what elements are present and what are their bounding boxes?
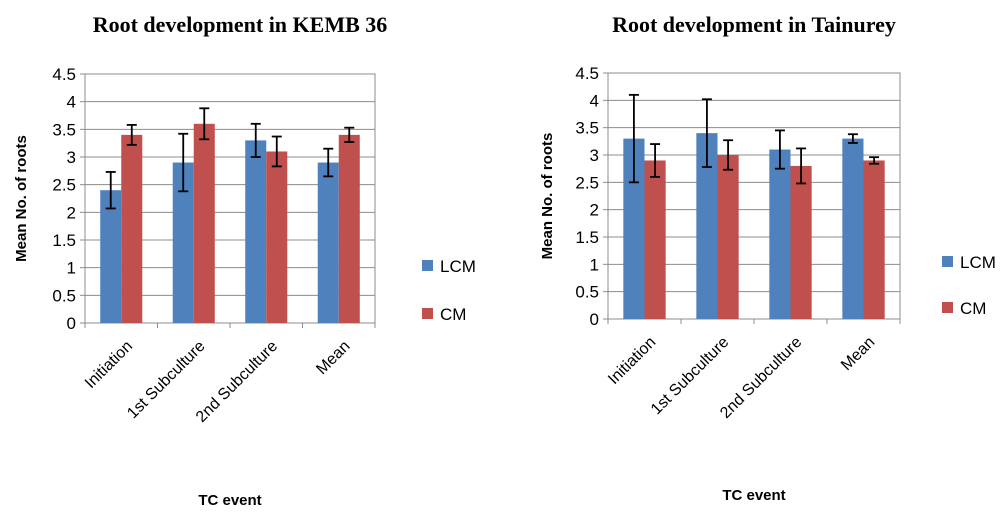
bar-cm-0	[121, 134, 143, 323]
y-tick-label: 3.5	[52, 120, 76, 139]
y-tick-label: 0.5	[52, 286, 76, 305]
y-tick-label: 1	[67, 259, 76, 278]
bar-lcm-0	[100, 190, 122, 323]
y-tick-label: 0.5	[575, 283, 599, 302]
legend-swatch-cm	[942, 302, 953, 313]
legend-label-cm: CM	[960, 299, 986, 318]
bar-lcm-2	[245, 140, 267, 323]
x-axis-title: TC event	[198, 492, 261, 509]
y-axis-title: Mean No. of roots	[13, 135, 30, 262]
bar-cm-1	[193, 123, 215, 323]
bar-cm-3	[863, 160, 885, 319]
y-tick-label: 2.5	[52, 176, 76, 195]
y-tick-label: 0	[67, 314, 76, 333]
x-category-label: Mean	[313, 338, 353, 378]
bar-cm-0	[644, 160, 666, 319]
chart-title: Root development in KEMB 36	[93, 12, 388, 37]
bar-lcm-3	[842, 138, 864, 319]
bar-cm-1	[717, 155, 739, 319]
x-category-label: Initiation	[605, 334, 659, 388]
y-tick-label: 2	[590, 201, 599, 220]
legend-swatch-lcm	[942, 256, 953, 267]
bar-lcm-1	[696, 133, 718, 319]
y-tick-label: 2.5	[575, 173, 599, 192]
bar-lcm-2	[769, 149, 791, 319]
y-tick-label: 4.5	[575, 64, 599, 83]
y-tick-label: 4	[67, 93, 76, 112]
y-tick-label: 1.5	[52, 231, 76, 250]
bar-lcm-1	[172, 162, 194, 323]
bar-lcm-3	[317, 162, 339, 323]
bar-cm-2	[790, 165, 812, 319]
y-tick-label: 4	[590, 91, 599, 110]
chart-panel-kemb36: Root development in KEMB 36 0 0.5 1 1.5 2 2.5 3…	[13, 12, 476, 509]
y-axis-title: Mean No. of roots	[539, 133, 556, 260]
y-tick-label: 3	[67, 148, 76, 167]
legend-swatch-cm	[422, 308, 433, 319]
y-tick-label: 1	[590, 255, 599, 274]
y-tick-label: 3	[590, 146, 599, 165]
x-category-label: Mean	[838, 334, 878, 374]
chart-kemb36: Root development in KEMB 36 0 0.5 1 1.5 2 2.5 3…	[13, 12, 476, 509]
legend-label-lcm: LCM	[440, 257, 476, 276]
bar-cm-2	[266, 151, 288, 323]
chart-title: Root development in Tainurey	[612, 12, 896, 37]
x-category-label: 1st Subculture	[648, 334, 732, 418]
x-category-label: Initiation	[82, 338, 136, 392]
y-tick-label: 4.5	[52, 65, 76, 84]
legend-swatch-lcm	[422, 260, 433, 271]
x-axis-title: TC event	[722, 487, 785, 504]
y-tick-label: 1.5	[575, 228, 599, 247]
y-tick-label: 0	[590, 310, 599, 329]
chart-tainurey: Root development in Tainurey 0 0.5 1 1.5 2 2.5…	[539, 12, 996, 504]
legend-label-lcm: LCM	[960, 253, 996, 272]
legend-label-cm: CM	[440, 305, 466, 324]
chart-panel-tainurey: Root development in Tainurey 0 0.5 1 1.5 2 2.5…	[504, 0, 1008, 514]
y-tick-label: 2	[67, 203, 76, 222]
y-tick-label: 3.5	[575, 119, 599, 138]
bar-cm-3	[338, 134, 360, 323]
bar-lcm-0	[623, 138, 645, 319]
